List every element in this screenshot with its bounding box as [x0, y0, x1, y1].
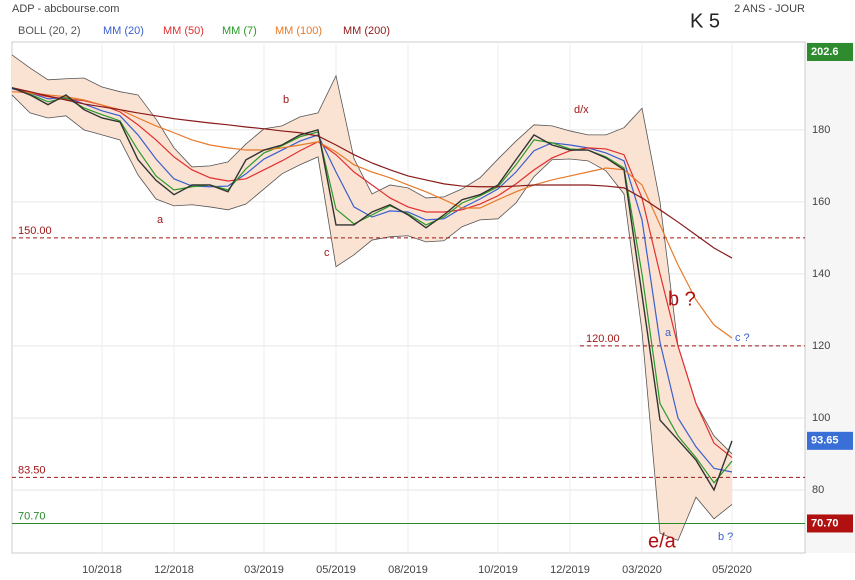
y-tick-label: 120 — [812, 340, 830, 352]
y-tick-label: 160 — [812, 196, 830, 208]
wave-annotation: b ? — [718, 531, 733, 543]
wave-annotation: c ? — [735, 332, 750, 344]
wave-annotation: a — [665, 327, 672, 339]
legend-entry: BOLL (20, 2) — [18, 25, 81, 37]
y-tick-label: 180 — [812, 124, 830, 136]
price-line — [11, 87, 733, 492]
price-tag — [807, 43, 853, 61]
axis-panel — [805, 42, 855, 553]
level-label: 120.00 — [586, 333, 620, 345]
x-tick-label: 03/2020 — [622, 564, 662, 576]
level-label: 150.00 — [18, 225, 52, 237]
legend-entry: MM (20) — [103, 25, 144, 37]
x-tick-label: 12/2018 — [154, 564, 194, 576]
wave-annotation: d/x — [574, 104, 589, 116]
bollinger-upper — [11, 54, 733, 455]
price-tag-label: 93.65 — [811, 435, 839, 447]
x-tick-label: 12/2019 — [550, 564, 590, 576]
moving-average — [11, 87, 733, 259]
legend-entry: MM (50) — [163, 25, 204, 37]
wave-annotation: c — [324, 247, 330, 259]
x-tick-label: 05/2019 — [316, 564, 356, 576]
price-tag — [807, 514, 853, 533]
x-tick-label: 10/2019 — [478, 564, 518, 576]
x-tick-label: 03/2019 — [244, 564, 284, 576]
bollinger-band — [12, 54, 732, 541]
moving-average — [11, 87, 733, 484]
legend-entry: MM (7) — [222, 25, 257, 37]
legend-entry: MM (100) — [275, 25, 322, 37]
wave-annotation: K 5 — [690, 10, 720, 32]
period: 2 ANS - JOUR — [734, 3, 805, 15]
wave-annotation: b — [283, 94, 289, 106]
y-tick-label: 140 — [812, 268, 830, 280]
price-tag-label: 202.6 — [811, 46, 839, 58]
x-tick-label: 08/2019 — [388, 564, 428, 576]
price-tag — [807, 431, 853, 450]
wave-annotation: b ? — [668, 288, 696, 310]
moving-average — [11, 91, 733, 339]
moving-average — [11, 87, 733, 459]
price-tag-label: 70.70 — [811, 517, 839, 529]
moving-average — [11, 88, 733, 473]
level-label: 70.70 — [18, 510, 46, 522]
wave-annotation: a — [157, 214, 164, 226]
y-tick-label: 80 — [812, 484, 824, 496]
level-label: 83.50 — [18, 464, 46, 476]
x-tick-label: 10/2018 — [82, 564, 122, 576]
y-tick-label: 100 — [812, 412, 830, 424]
x-tick-label: 05/2020 — [712, 564, 752, 576]
source: ADP - abcbourse.com — [12, 3, 119, 15]
bollinger-lower — [11, 94, 733, 541]
wave-annotation: e/a — [648, 530, 677, 552]
legend-entry: MM (200) — [343, 25, 390, 37]
